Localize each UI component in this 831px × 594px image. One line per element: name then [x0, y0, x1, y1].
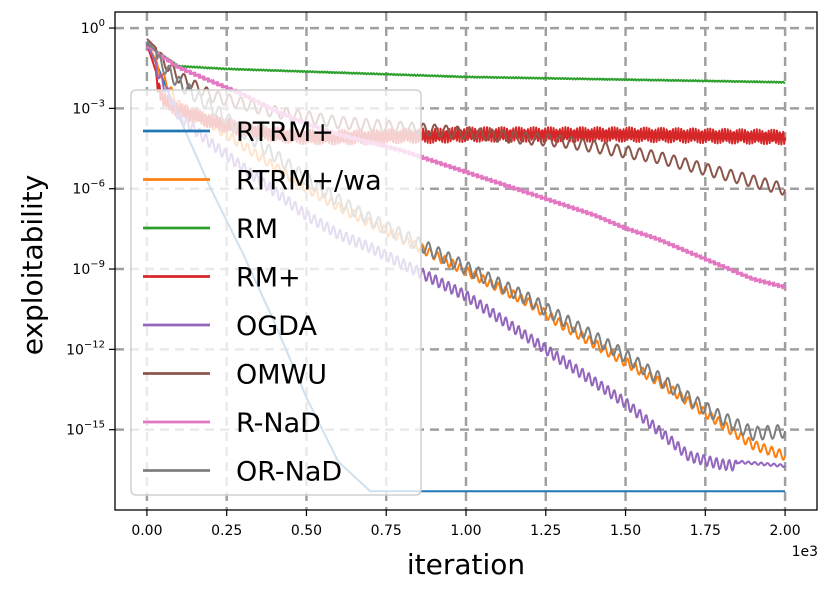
legend-label-rtrm-wa: RTRM+/wa	[236, 166, 382, 197]
legend-label-rm-: RM+	[236, 263, 301, 294]
legend-label-rtrm-: RTRM+	[236, 117, 334, 148]
legend-label-r-nad: R-NaD	[236, 408, 321, 439]
y-tick-label-3: 10−9	[72, 259, 105, 278]
x-tick-label-5: 1.25	[530, 523, 561, 539]
legend-label-omwu: OMWU	[236, 360, 327, 391]
series-line-rm	[146, 43, 786, 84]
y-axis-ticks: 100 10−3 10−6 10−9 10−12 10−15	[66, 18, 115, 439]
legend-label-or-nad: OR-NaD	[236, 457, 342, 488]
y-tick-label-2: 10−6	[72, 179, 105, 198]
y-axis-label: exploitability	[16, 175, 49, 356]
y-tick-label-1: 10−3	[72, 98, 105, 117]
x-tick-label-1: 0.25	[211, 523, 242, 539]
x-tick-label-2: 0.50	[291, 523, 322, 539]
x-tick-label-0: 0.00	[131, 523, 162, 539]
y-tick-label-5: 10−15	[66, 420, 105, 439]
x-tick-label-6: 1.50	[610, 523, 641, 539]
legend: RTRM+ RTRM+/wa RM RM+ OGDA OMWU R-NaD OR-NaD	[130, 89, 422, 496]
x-tick-label-3: 0.75	[371, 523, 402, 539]
y-tick-label-4: 10−12	[66, 339, 105, 358]
x-axis-label: iteration	[407, 548, 525, 581]
x-tick-label-8: 2.00	[770, 523, 801, 539]
legend-box	[130, 89, 422, 496]
x-axis-offset-label: 1e3	[792, 544, 818, 560]
legend-label-rm: RM	[236, 214, 278, 245]
x-tick-label-4: 1.00	[450, 523, 481, 539]
y-tick-label-0: 100	[81, 18, 105, 37]
x-tick-label-7: 1.75	[690, 523, 721, 539]
x-axis-ticks: 0.00 0.25 0.50 0.75 1.00 1.25 1.50 1.75 2.00	[131, 510, 801, 539]
legend-label-ogda: OGDA	[236, 311, 317, 342]
